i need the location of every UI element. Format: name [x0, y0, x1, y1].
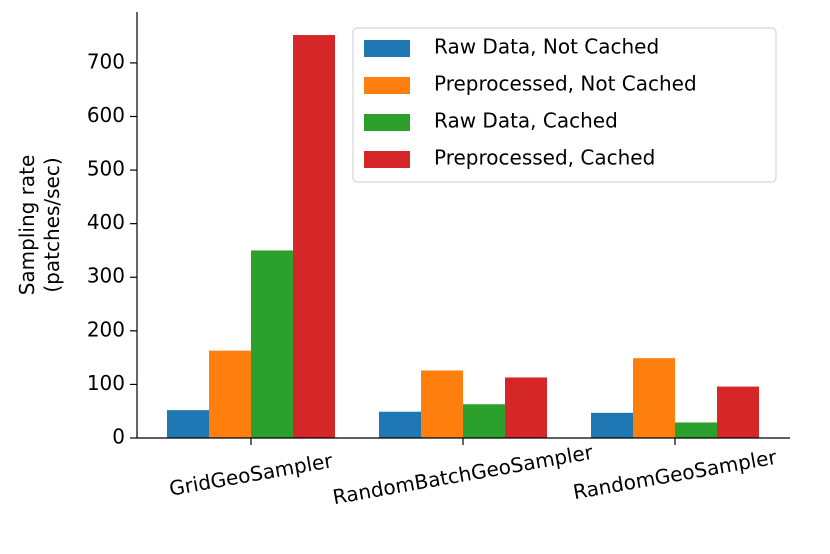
legend-box: [352, 27, 777, 183]
bar: [251, 250, 293, 438]
y-tick-label: 500: [87, 157, 125, 181]
bar: [505, 377, 547, 438]
y-axis-label-line: Sampling rate: [15, 155, 39, 296]
legend-label: Preprocessed, Cached: [434, 146, 655, 170]
y-tick-label: 0: [112, 425, 125, 449]
legend-swatch: [364, 114, 410, 131]
bar: [463, 404, 505, 438]
y-axis-label: Sampling rate(patches/sec): [15, 155, 64, 296]
bar: [421, 370, 463, 438]
x-tick-label: GridGeoSampler: [167, 448, 335, 500]
y-tick-label: 300: [87, 264, 125, 288]
legend-swatch: [364, 40, 410, 57]
bar: [379, 411, 421, 438]
bar: [675, 422, 717, 438]
legend-label: Raw Data, Cached: [434, 109, 618, 133]
legend-label: Raw Data, Not Cached: [434, 35, 659, 59]
bar: [167, 410, 209, 438]
bar: [591, 412, 633, 438]
x-tick-label: RandomBatchGeoSampler: [331, 440, 595, 510]
legend-swatch: [364, 151, 410, 168]
bar: [717, 386, 759, 438]
x-tick-label: RandomGeoSampler: [571, 445, 779, 505]
legend-label: Preprocessed, Not Cached: [434, 72, 697, 96]
y-tick-label: 400: [87, 210, 125, 234]
legend-swatch: [364, 77, 410, 94]
y-tick-label: 600: [87, 103, 125, 127]
bar: [293, 35, 335, 439]
bar: [633, 358, 675, 438]
y-axis-label-line: (patches/sec): [40, 157, 64, 292]
y-tick-label: 100: [87, 371, 125, 395]
y-tick-label: 200: [87, 317, 125, 341]
y-tick-label: 700: [87, 49, 125, 73]
bar: [209, 350, 251, 438]
